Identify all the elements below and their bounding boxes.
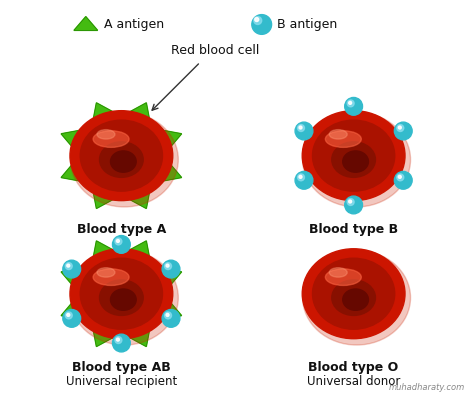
Circle shape: [345, 98, 363, 115]
Text: Blood type O: Blood type O: [309, 361, 399, 374]
Circle shape: [65, 263, 72, 270]
Circle shape: [295, 122, 313, 140]
Polygon shape: [128, 328, 150, 347]
Circle shape: [164, 263, 172, 270]
Text: Blood type AB: Blood type AB: [72, 361, 171, 374]
Polygon shape: [93, 328, 115, 347]
Text: Universal donor: Universal donor: [307, 375, 401, 388]
Circle shape: [252, 15, 272, 34]
Polygon shape: [93, 190, 115, 209]
Ellipse shape: [343, 151, 368, 172]
Circle shape: [63, 309, 81, 327]
Polygon shape: [74, 17, 98, 30]
Ellipse shape: [93, 131, 129, 147]
Ellipse shape: [100, 280, 143, 315]
Polygon shape: [128, 190, 150, 209]
Ellipse shape: [312, 258, 395, 329]
Polygon shape: [159, 162, 182, 182]
Circle shape: [347, 100, 354, 107]
Ellipse shape: [302, 250, 410, 345]
Ellipse shape: [329, 268, 347, 277]
Circle shape: [295, 171, 313, 189]
Ellipse shape: [332, 280, 375, 315]
Polygon shape: [61, 130, 83, 149]
Ellipse shape: [100, 142, 143, 177]
Circle shape: [398, 126, 401, 129]
Circle shape: [115, 238, 122, 245]
Ellipse shape: [70, 112, 178, 207]
Circle shape: [299, 126, 302, 129]
Circle shape: [63, 260, 81, 278]
Polygon shape: [61, 268, 83, 288]
Circle shape: [112, 334, 130, 352]
Circle shape: [398, 175, 401, 178]
Circle shape: [166, 313, 169, 316]
Ellipse shape: [70, 111, 173, 200]
Text: Blood type A: Blood type A: [77, 223, 166, 236]
Circle shape: [298, 125, 304, 132]
Circle shape: [349, 200, 352, 203]
Polygon shape: [93, 103, 115, 121]
Ellipse shape: [302, 112, 410, 207]
Circle shape: [255, 17, 259, 21]
Polygon shape: [159, 268, 182, 288]
Ellipse shape: [110, 151, 136, 172]
Ellipse shape: [70, 249, 173, 339]
Circle shape: [345, 196, 363, 214]
Text: B antigen: B antigen: [276, 18, 337, 31]
Circle shape: [162, 260, 180, 278]
Polygon shape: [128, 103, 150, 121]
Polygon shape: [61, 300, 83, 320]
Ellipse shape: [325, 131, 361, 147]
Text: muhadharaty.com: muhadharaty.com: [389, 384, 465, 392]
Polygon shape: [93, 241, 115, 259]
Polygon shape: [159, 300, 182, 320]
Circle shape: [347, 198, 354, 205]
Circle shape: [112, 236, 130, 253]
Ellipse shape: [80, 258, 163, 329]
Text: Red blood cell: Red blood cell: [171, 44, 259, 57]
Circle shape: [117, 338, 119, 341]
Ellipse shape: [97, 268, 115, 277]
Circle shape: [67, 313, 70, 316]
Circle shape: [166, 264, 169, 267]
Ellipse shape: [97, 130, 115, 139]
Text: Universal recipient: Universal recipient: [66, 375, 177, 388]
Circle shape: [397, 125, 404, 132]
Ellipse shape: [302, 111, 405, 200]
Ellipse shape: [312, 120, 395, 191]
Ellipse shape: [329, 130, 347, 139]
Circle shape: [117, 239, 119, 243]
Circle shape: [349, 101, 352, 104]
Circle shape: [254, 17, 262, 24]
Circle shape: [164, 312, 172, 319]
Polygon shape: [61, 162, 83, 182]
Circle shape: [115, 337, 122, 343]
Ellipse shape: [332, 142, 375, 177]
Ellipse shape: [110, 289, 136, 310]
Ellipse shape: [93, 269, 129, 286]
Circle shape: [394, 122, 412, 140]
Circle shape: [397, 174, 404, 181]
Ellipse shape: [325, 269, 361, 286]
Polygon shape: [159, 130, 182, 149]
Ellipse shape: [80, 120, 163, 191]
Circle shape: [299, 175, 302, 178]
Text: A antigen: A antigen: [104, 18, 164, 31]
Circle shape: [394, 171, 412, 189]
Ellipse shape: [302, 249, 405, 339]
Circle shape: [162, 309, 180, 327]
Circle shape: [65, 312, 72, 319]
Ellipse shape: [70, 250, 178, 345]
Text: Blood type B: Blood type B: [309, 223, 398, 236]
Ellipse shape: [343, 289, 368, 310]
Circle shape: [67, 264, 70, 267]
Polygon shape: [128, 241, 150, 259]
Circle shape: [298, 174, 304, 181]
